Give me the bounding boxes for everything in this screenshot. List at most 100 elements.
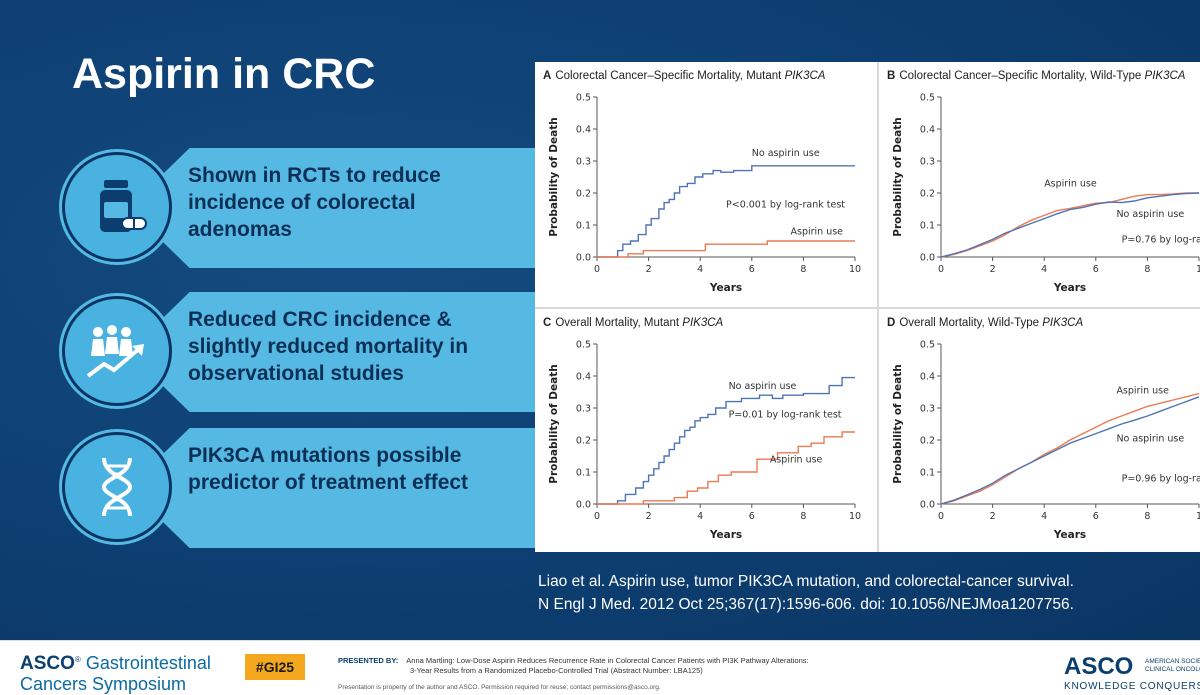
p-value-annotation: P=0.01 by log-rank test <box>729 410 842 421</box>
x-axis-label: Years <box>1053 282 1086 294</box>
p-value-annotation: P=0.96 by log-rank test <box>1122 474 1200 485</box>
series-label: No aspirin use <box>1116 209 1184 220</box>
x-tick-label: 0 <box>938 264 944 275</box>
bullet-text: Shown in RCTs to reduce incidence of col… <box>188 164 441 241</box>
bullet-text: PIK3CA mutations possible predictor of t… <box>188 444 469 494</box>
chart-d-title-gene: PIK3CA <box>1042 317 1084 329</box>
bullet-bar <box>128 428 568 548</box>
panel-divider-horizontal <box>535 307 1200 309</box>
dna-icon <box>101 457 133 517</box>
presented-label: PRESENTED BY: <box>338 656 399 665</box>
chart-d: 0.0 0.1 0.2 0.3 0.4 0.5 0 2 4 6 8 1 Years Probability… <box>892 340 1200 542</box>
y-axis-label: Probability of Death <box>548 364 560 483</box>
citation: Liao et al. Aspirin use, tumor PIK3CA mu… <box>538 570 1074 616</box>
x-tick-label: 1 <box>1196 264 1200 275</box>
chart-b-letter: B <box>887 70 896 82</box>
bullet-bar <box>128 292 568 412</box>
x-tick-label: 8 <box>800 511 806 522</box>
p-value-annotation: P<0.001 by log-rank test <box>726 199 845 210</box>
bullet-icon-circle <box>62 432 172 542</box>
series-label: Aspirin use <box>1116 386 1169 397</box>
hashtag-badge: #GI25 <box>245 654 305 680</box>
series-line-no-aspirin <box>597 165 855 258</box>
y-axis-label: Probability of Death <box>892 117 904 236</box>
y-tick-label: 0.3 <box>920 404 935 415</box>
p-value-annotation: P=0.76 by log-rank test <box>1122 235 1200 246</box>
chart-panel-c: 0.0 0.1 0.2 0.3 0.4 0.5 0 2 4 6 8 10 Years Probabilit… <box>535 309 877 554</box>
bullet-observational: Reduced CRC incidence & slightly reduced… <box>60 292 568 412</box>
chart-c-title: C Overall Mortality, Mutant PIK3CA <box>543 317 723 329</box>
x-tick-label: 8 <box>1144 511 1150 522</box>
y-tick-label: 0.0 <box>576 500 591 511</box>
chart-d-title-text: Overall Mortality, Wild-Type <box>899 317 1040 329</box>
y-tick-label: 0.4 <box>920 372 935 383</box>
series-label: Aspirin use <box>770 454 823 465</box>
y-tick-label: 0.4 <box>576 372 591 383</box>
series-label: Aspirin use <box>791 227 844 238</box>
x-tick-label: 6 <box>749 264 755 275</box>
bullet-icon-circle <box>62 152 172 262</box>
y-tick-label: 0.2 <box>576 189 591 200</box>
y-axis-label: Probability of Death <box>548 117 560 236</box>
bullet-text: Reduced CRC incidence & slightly reduced… <box>188 308 469 385</box>
chart-b-title-text: Colorectal Cancer–Specific Mortality, Wi… <box>899 70 1142 82</box>
x-tick-label: 4 <box>1041 511 1047 522</box>
x-tick-label: 2 <box>646 264 652 275</box>
logo-asco: ASCO <box>20 653 75 674</box>
people-growth-icon <box>86 325 144 378</box>
permission-notice: Presentation is property of the author a… <box>338 684 661 691</box>
series-line-aspirin <box>940 192 1199 258</box>
chart-a-letter: A <box>543 70 552 82</box>
asco-tagline: KNOWLEDGE CONQUERS CANCER <box>1064 681 1200 692</box>
presented-line-1: Anna Martling: Low-Dose Aspirin Reduces … <box>406 656 809 665</box>
x-tick-label: 4 <box>697 511 703 522</box>
slide-title: Aspirin in CRC <box>72 50 376 98</box>
citation-line-1: Liao et al. Aspirin use, tumor PIK3CA mu… <box>538 573 1074 590</box>
footer: ASCO® Gastrointestinal Cancers Symposium… <box>0 640 1200 695</box>
chart-a-title-text: Colorectal Cancer–Specific Mortality, Mu… <box>555 70 782 82</box>
y-tick-label: 0.0 <box>576 253 591 264</box>
x-tick-label: 6 <box>749 511 755 522</box>
series-line-no-aspirin <box>597 376 855 505</box>
chart-a-title-gene: PIK3CA <box>784 70 826 82</box>
y-tick-label: 0.1 <box>576 221 591 232</box>
y-tick-label: 0.4 <box>920 125 935 136</box>
x-tick-label: 6 <box>1093 511 1099 522</box>
bullet-icon-circle <box>62 296 172 406</box>
x-tick-label: 2 <box>990 511 996 522</box>
x-tick-label: 8 <box>1144 264 1150 275</box>
x-tick-label: 2 <box>990 264 996 275</box>
x-tick-label: 0 <box>594 264 600 275</box>
y-tick-label: 0.1 <box>576 468 591 479</box>
chart-c-letter: C <box>543 317 552 329</box>
x-tick-label: 0 <box>594 511 600 522</box>
chart-b-title: B Colorectal Cancer–Specific Mortality, W… <box>887 70 1185 82</box>
symposium-logo: ASCO® Gastrointestinal Cancers Symposium <box>20 650 211 694</box>
y-tick-label: 0.1 <box>920 468 935 479</box>
series-line-aspirin <box>597 431 855 505</box>
chart-panel-d: 0.0 0.1 0.2 0.3 0.4 0.5 0 2 4 6 8 1 Years Probability… <box>879 309 1200 554</box>
series-label: No aspirin use <box>1116 434 1184 445</box>
x-tick-label: 8 <box>800 264 806 275</box>
series-label: No aspirin use <box>752 148 820 159</box>
medicine-bottle-icon <box>100 180 147 232</box>
chart-b-title-gene: PIK3CA <box>1144 70 1186 82</box>
citation-line-2: N Engl J Med. 2012 Oct 25;367(17):1596-6… <box>538 596 1074 613</box>
series-line-aspirin <box>940 392 1200 505</box>
km-figure: 0.0 0.1 0.2 0.3 0.4 0.5 0 2 4 6 8 10 Years Probabilit… <box>535 62 1200 552</box>
x-tick-label: 2 <box>646 511 652 522</box>
chart-a: 0.0 0.1 0.2 0.3 0.4 0.5 0 2 4 6 8 10 Years Probabilit… <box>548 93 861 295</box>
asco-society-line-2: CLINICAL ONCOLOGY <box>1145 666 1200 673</box>
asco-logo-right: ASCO <box>1064 653 1134 680</box>
logo-registered: ® <box>74 655 81 664</box>
chart-d-letter: D <box>887 317 896 329</box>
y-tick-label: 0.3 <box>576 157 591 168</box>
y-tick-label: 0.3 <box>920 157 935 168</box>
x-tick-label: 6 <box>1093 264 1099 275</box>
x-axis-label: Years <box>1053 529 1086 541</box>
asco-society-name: AMERICAN SOCIETY OF CLINICAL ONCOLOGY <box>1145 658 1200 674</box>
chart-b: 0.0 0.1 0.2 0.3 0.4 0.5 0 2 4 6 8 1 Years Probability… <box>892 93 1200 295</box>
y-tick-label: 0.2 <box>920 436 935 447</box>
y-tick-label: 0.5 <box>920 340 935 351</box>
presented-line-2: 3-Year Results from a Randomized Placebo… <box>410 666 703 675</box>
